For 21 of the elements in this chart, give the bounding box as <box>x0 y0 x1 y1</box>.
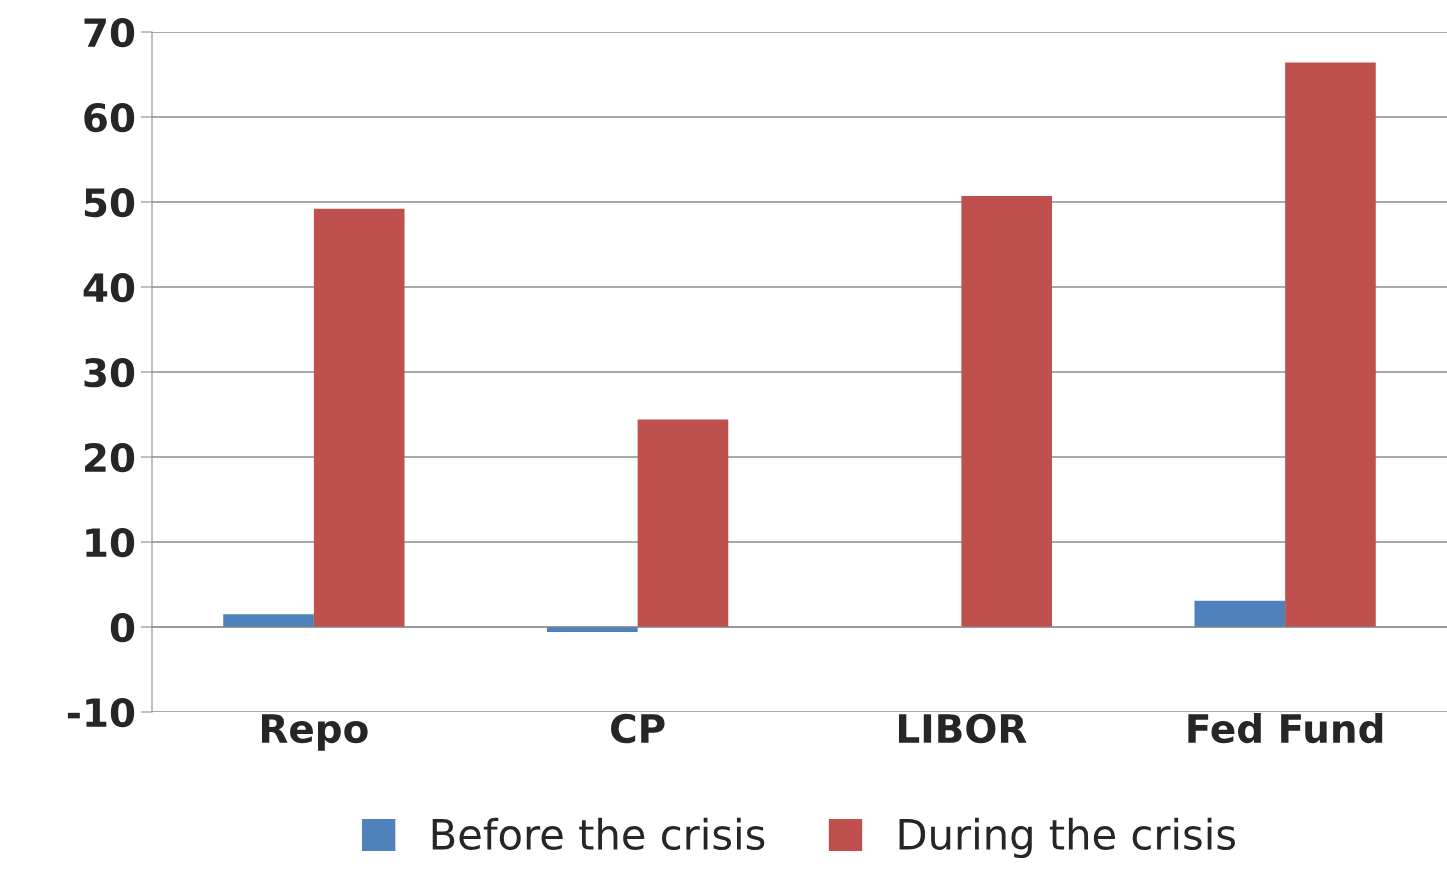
x-tick-label: Fed Fund <box>1188 713 1383 744</box>
y-tick-label: 60 <box>84 102 135 133</box>
y-tick-label: 40 <box>83 272 135 303</box>
y-tick-label: 0 <box>110 612 135 643</box>
y-tick-label: 50 <box>84 187 135 218</box>
x-tick-label: LIBOR <box>899 713 1027 744</box>
legend-label: During the crisis <box>899 817 1235 859</box>
y-tick-label: 10 <box>86 527 135 558</box>
bar <box>1285 62 1376 627</box>
bar <box>637 419 729 627</box>
legend-label: Before the crisis <box>432 817 765 851</box>
bar <box>223 614 314 627</box>
bar <box>1194 600 1286 627</box>
y-tick-label: -10 <box>67 697 135 728</box>
bar <box>961 196 1053 627</box>
bar <box>313 208 405 627</box>
y-tick-label: 30 <box>84 357 135 388</box>
x-tick-label: Repo <box>262 714 368 751</box>
y-tick-label: 20 <box>84 442 135 473</box>
x-tick-label: CP <box>611 713 665 744</box>
y-tick-label: 70 <box>84 17 135 48</box>
